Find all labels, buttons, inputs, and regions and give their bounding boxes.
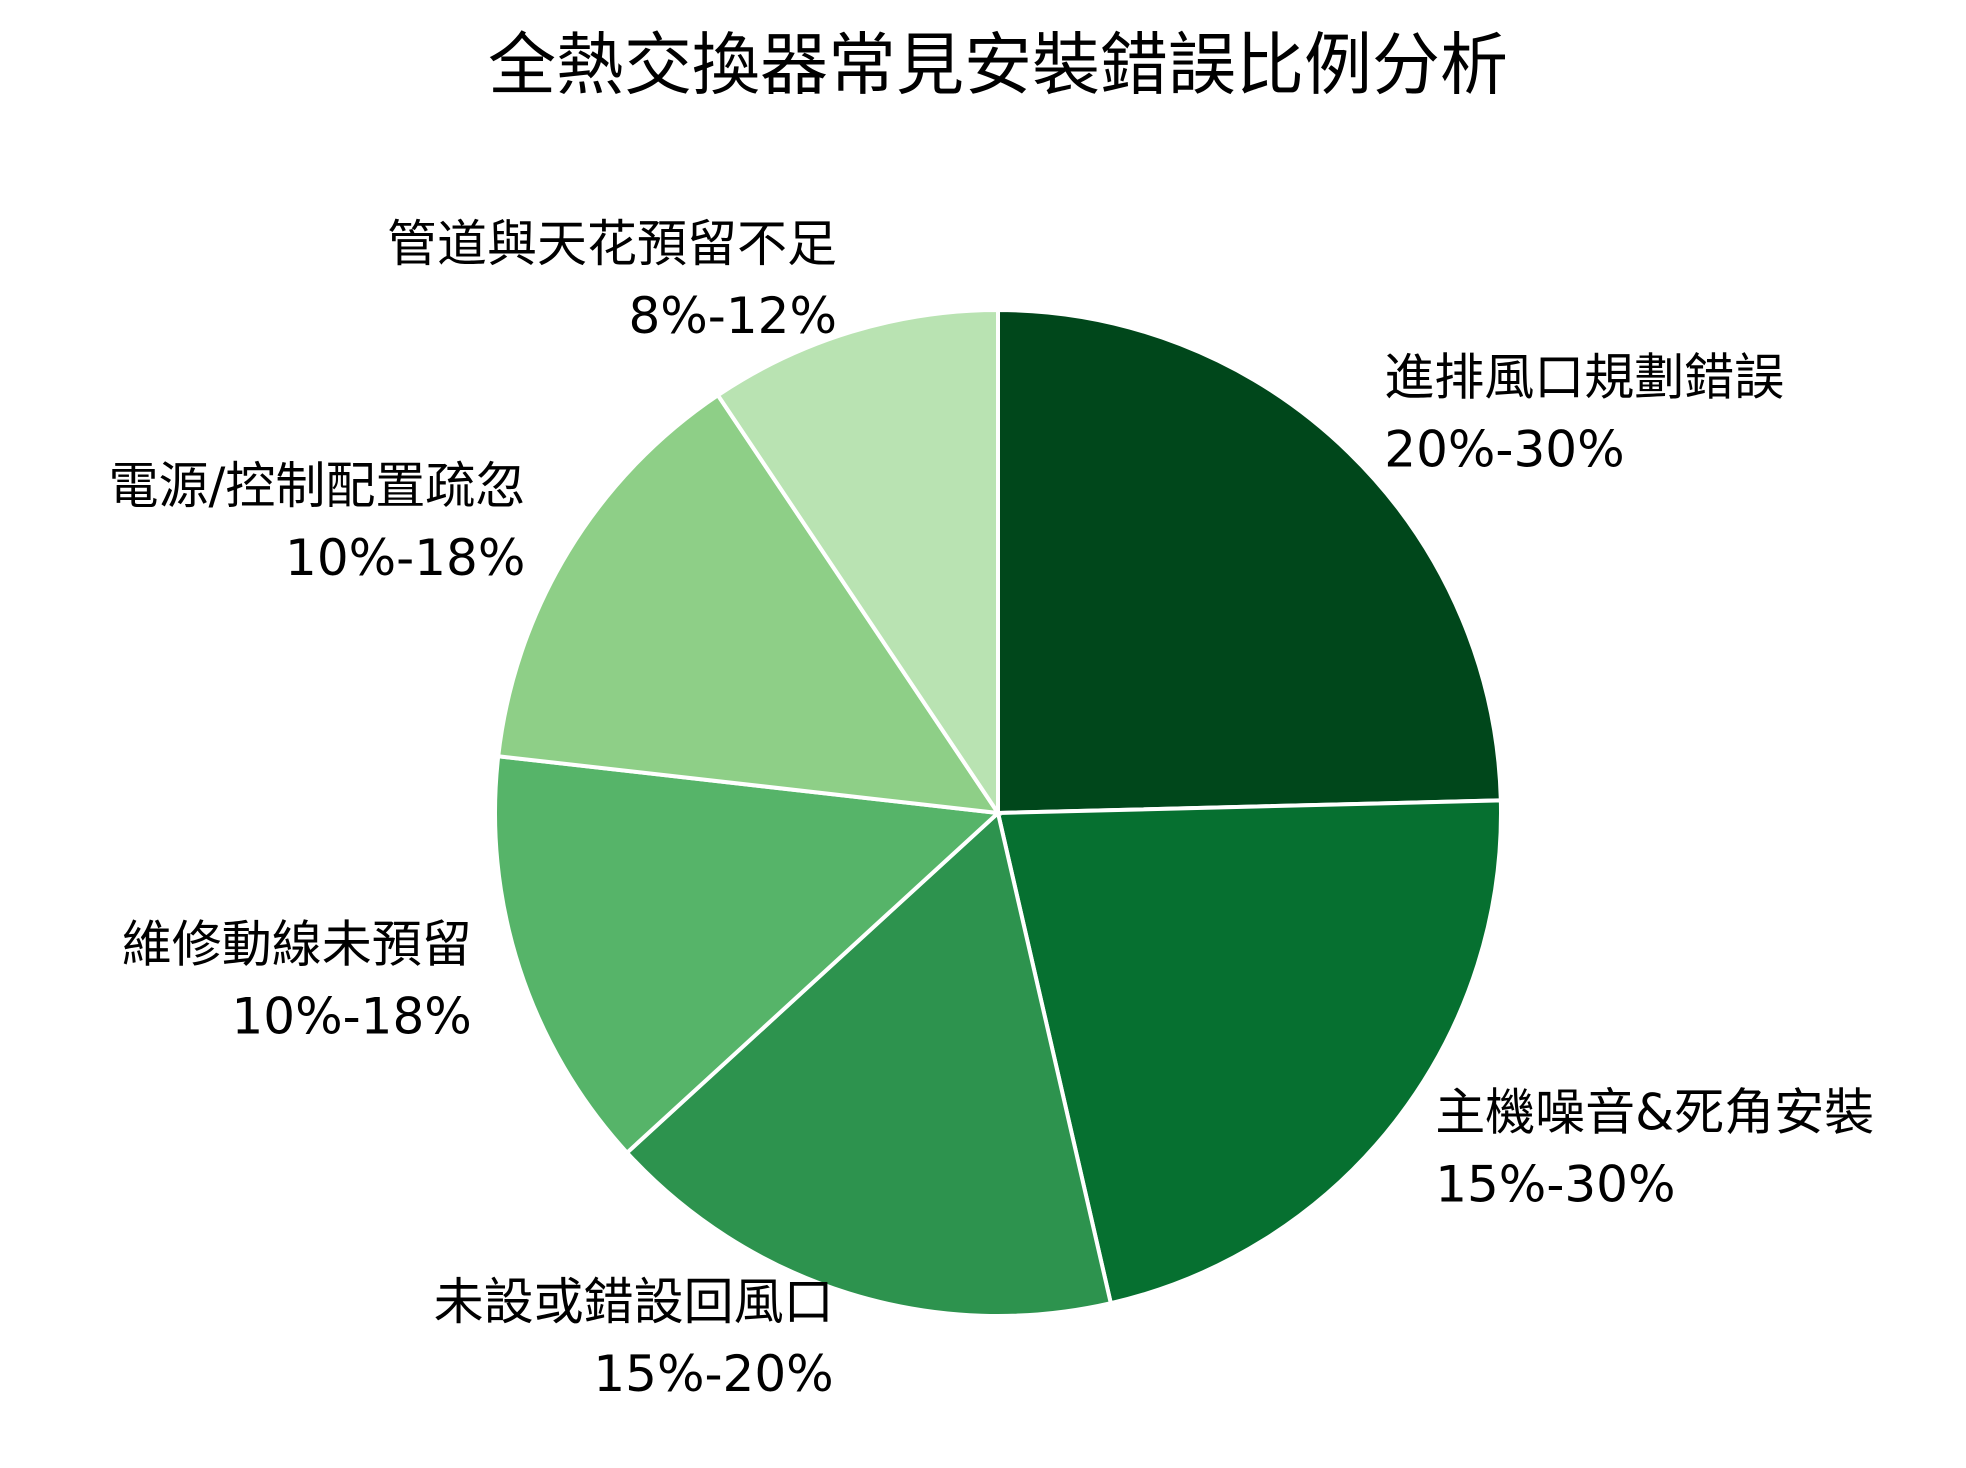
slice-label: 管道與天花預留不足 <box>387 215 837 273</box>
pie-slice <box>624 809 1114 1318</box>
pie-slice <box>715 307 1000 820</box>
chart-title: 全熱交換器常見安裝錯誤比例分析 <box>488 27 1508 106</box>
slice-range: 10%-18% <box>285 529 525 587</box>
slice-range: 20%-30% <box>1384 420 1624 478</box>
slice-range: 10%-18% <box>231 987 471 1045</box>
slice-label: 進排風口規劃錯誤 <box>1384 348 1784 406</box>
pie-slice <box>496 392 1003 816</box>
slice-range: 15%-30% <box>1435 1156 1675 1214</box>
slice-label: 維修動線未預留 <box>122 915 472 973</box>
slice-range: 15%-20% <box>593 1345 833 1403</box>
slice-label: 電源/控制配置疏忽 <box>108 457 525 515</box>
pie-slice <box>995 798 1503 1306</box>
pie-slice <box>493 754 1003 1156</box>
slice-label: 主機噪音&死角安裝 <box>1435 1084 1874 1142</box>
slice-range: 8%-12% <box>628 287 837 345</box>
pie-slice <box>996 307 1503 816</box>
slice-label: 未設或錯設回風口 <box>434 1273 834 1331</box>
